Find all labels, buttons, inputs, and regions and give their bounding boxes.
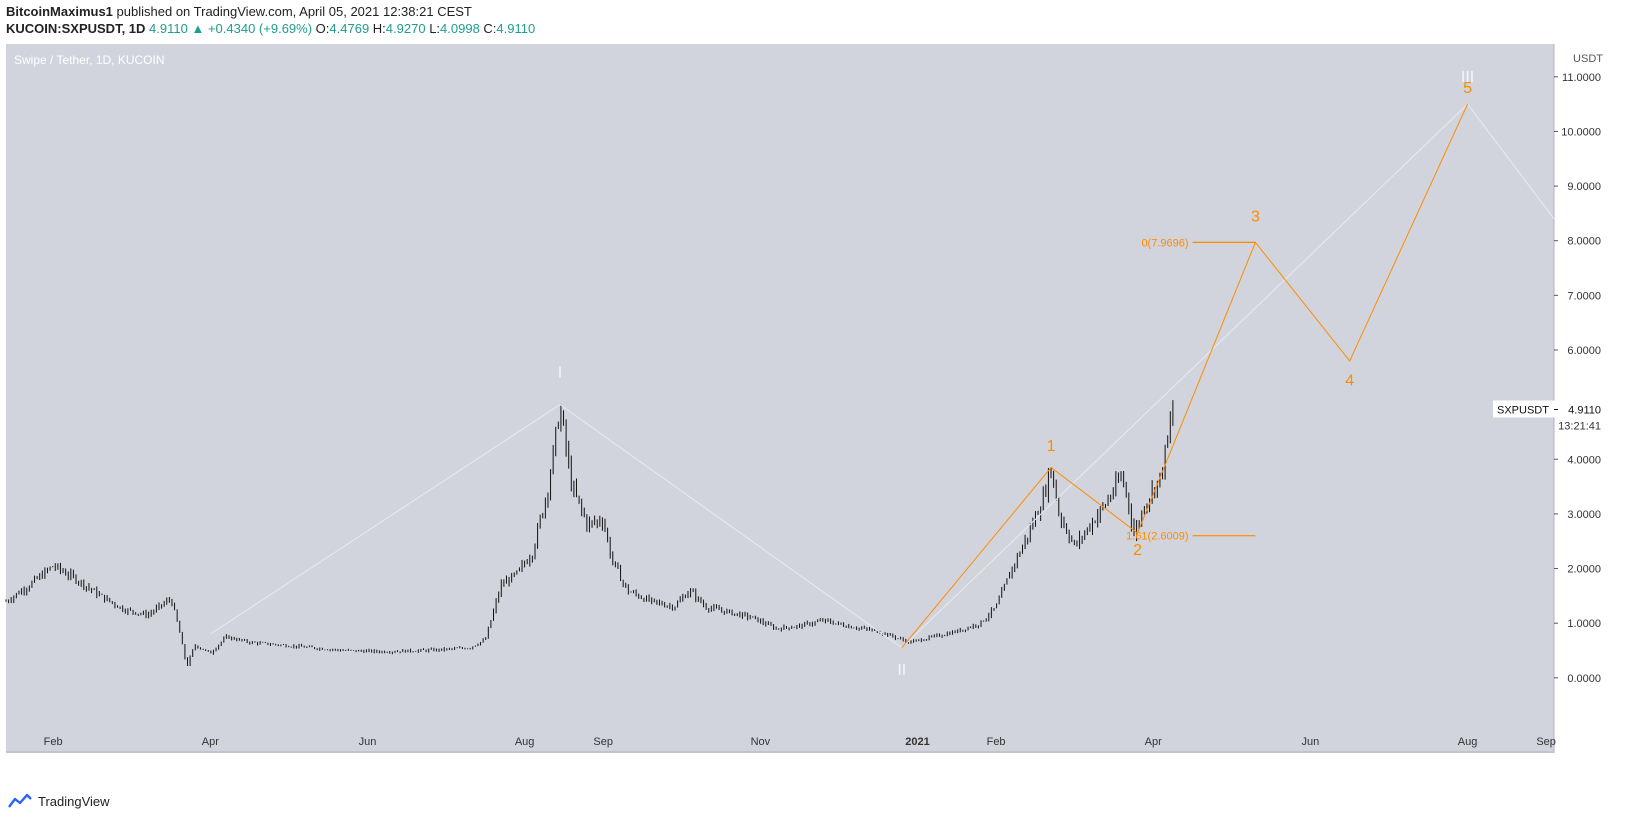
high-label: H: — [372, 21, 386, 36]
x-tick-label: Jun — [1302, 736, 1320, 748]
wave-line-orange — [901, 103, 1469, 649]
last-price-box — [1555, 400, 1605, 436]
y-tick-label: 6.0000 — [1567, 345, 1601, 357]
y-tick-label: 4.0000 — [1567, 454, 1601, 466]
price-change: +0.4340 (+9.69%) — [207, 21, 313, 36]
low-value: 4.0998 — [440, 21, 480, 36]
wave-label-white: II — [897, 662, 906, 679]
wave-label-orange: 3 — [1251, 209, 1260, 226]
x-tick-label: Apr — [1145, 736, 1162, 748]
symbol-tag-box — [1493, 400, 1555, 418]
x-tick-label: Aug — [1458, 736, 1478, 748]
y-tick-label: 1.0000 — [1567, 618, 1601, 630]
y-tick-label: 9.0000 — [1567, 181, 1601, 193]
close-label: C: — [483, 21, 497, 36]
symbol-name[interactable]: KUCOIN:SXPUSDT, 1D — [6, 21, 146, 36]
plot-area[interactable] — [6, 44, 1554, 753]
wave-label-white: III — [1461, 69, 1474, 86]
price-chart[interactable]: Swipe / Tether, 1D, KUCOIN USDT 11.00001… — [0, 0, 1627, 790]
y-tick-label: 11.0000 — [1562, 72, 1601, 84]
wave-label-white: I — [558, 364, 562, 381]
bar-countdown: 13:21:41 — [1558, 420, 1601, 432]
last-price-value: 4.9110 — [1568, 404, 1601, 416]
author-name[interactable]: BitcoinMaximus1 — [6, 4, 113, 19]
x-tick-label: Feb — [987, 736, 1006, 748]
low-label: L: — [429, 21, 441, 36]
chart-title: Swipe / Tether, 1D, KUCOIN — [14, 53, 165, 67]
footer-brand[interactable]: TradingView — [38, 793, 110, 809]
x-tick-label: Feb — [44, 736, 63, 748]
y-tick-label: 10.0000 — [1561, 126, 1601, 138]
x-tick-label: Sep — [593, 736, 613, 748]
open-label: O: — [315, 21, 330, 36]
wave-label-orange: 5 — [1463, 80, 1472, 97]
price-axis[interactable] — [1554, 44, 1627, 753]
wave-label-orange: 4 — [1345, 373, 1354, 390]
wave-label-orange: 2 — [1133, 542, 1142, 559]
last-price: 4.9110 — [149, 21, 188, 36]
y-tick-label: 2.0000 — [1567, 564, 1601, 576]
x-tick-label: Nov — [751, 736, 771, 748]
x-tick-label: Sep — [1536, 736, 1556, 748]
y-tick-label: 0.0000 — [1567, 673, 1601, 685]
fib-level-label: 1.61(2.6009) — [1126, 531, 1188, 543]
symbol-tag: SXPUSDT — [1497, 404, 1549, 416]
high-value: 4.9270 — [385, 21, 426, 36]
y-tick-label: 3.0000 — [1567, 509, 1601, 521]
x-tick-label: Apr — [202, 736, 219, 748]
fib-level-label: 0(7.9696) — [1141, 237, 1188, 249]
up-arrow-icon: ▲ — [191, 21, 205, 36]
wave-label-orange: 1 — [1047, 438, 1056, 455]
close-value: 4.9110 — [496, 21, 536, 36]
y-axis-unit: USDT — [1573, 53, 1603, 65]
open-value: 4.4769 — [329, 21, 370, 36]
x-tick-label: Aug — [515, 736, 535, 748]
ohlc-line: KUCOIN:SXPUSDT, 1D 4.9110 ▲ +0.4340 (+9.… — [6, 21, 535, 36]
y-tick-label: 7.0000 — [1567, 290, 1601, 302]
y-tick-label: 8.0000 — [1567, 236, 1601, 248]
x-tick-label: Jun — [359, 736, 377, 748]
publish-info: published on TradingView.com, April 05, … — [116, 4, 472, 19]
x-tick-label: 2021 — [905, 736, 929, 748]
footer: TradingView — [8, 792, 110, 810]
publish-line: BitcoinMaximus1 published on TradingView… — [6, 4, 472, 19]
tradingview-logo-icon[interactable] — [8, 793, 32, 809]
